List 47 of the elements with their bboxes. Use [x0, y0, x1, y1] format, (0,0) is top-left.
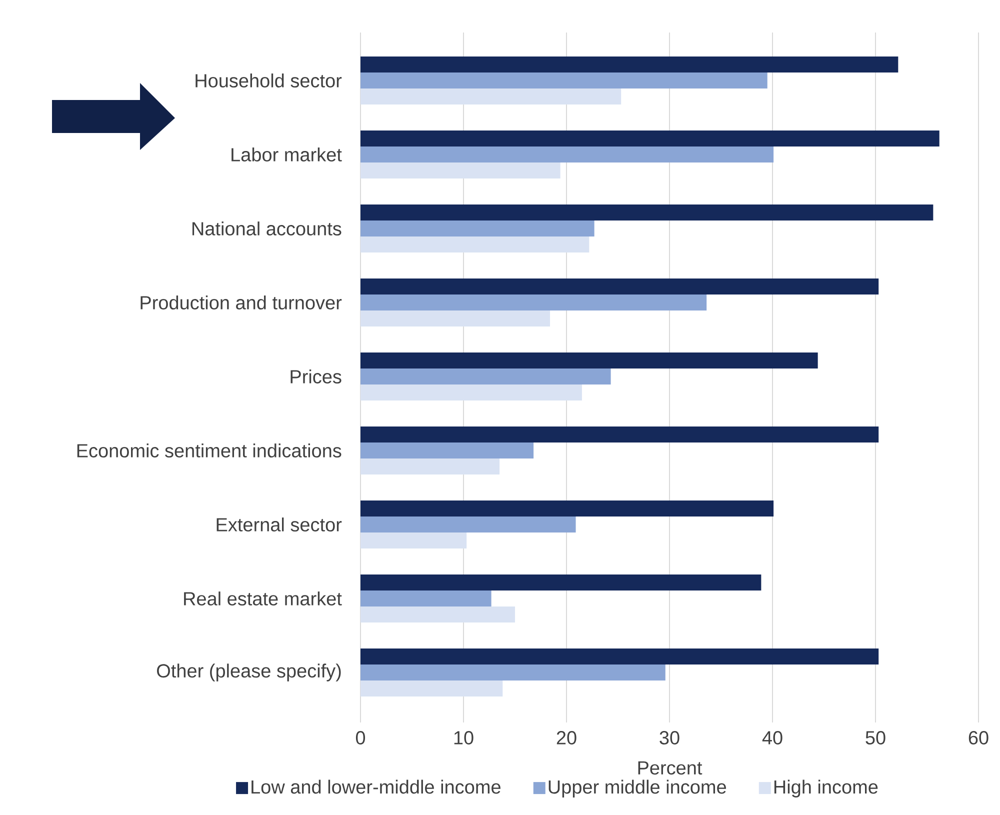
y-tick-label: National accounts: [192, 222, 342, 236]
legend-label: High income: [774, 780, 878, 798]
bar: [360, 458, 500, 474]
bar: [360, 606, 516, 622]
x-axis-title: Percent: [638, 761, 702, 775]
y-tick-label: Prices: [290, 370, 342, 384]
x-tick-label: 20: [556, 731, 576, 744]
x-tick-label: 0: [356, 731, 366, 744]
x-tick-label: 30: [660, 731, 680, 744]
bar: [360, 72, 768, 88]
bar: [360, 130, 940, 146]
bar: [360, 278, 879, 294]
x-tick-label: 10: [454, 731, 474, 744]
bar: [360, 352, 818, 368]
bar: [360, 368, 611, 384]
bar: [360, 310, 550, 326]
bar: [360, 56, 898, 72]
x-tick-label: 60: [968, 731, 988, 744]
bar: [360, 574, 762, 590]
bar: [360, 442, 534, 458]
y-tick-label: Other (please specify): [157, 664, 341, 682]
bar: [360, 664, 666, 680]
bar: [360, 426, 879, 442]
bar: [360, 384, 582, 400]
legend-label: Low and lower-middle income: [252, 780, 500, 794]
bar: [360, 88, 622, 104]
bar: [360, 680, 503, 696]
bar: [360, 204, 934, 220]
bar: [360, 162, 560, 178]
x-tick-label: 50: [866, 731, 886, 744]
legend-label: Upper middle income: [548, 780, 726, 798]
bar: [360, 516, 576, 532]
bar: [360, 500, 774, 516]
bar: [360, 146, 774, 162]
y-tick-label: Real estate market: [184, 592, 342, 606]
bar: [360, 294, 707, 310]
x-tick-label: 40: [762, 731, 782, 744]
bar: [360, 532, 467, 548]
bar: [360, 236, 590, 252]
bar: [360, 648, 879, 664]
bar: [360, 590, 492, 606]
y-tick-label: Economic sentiment indications: [77, 444, 342, 458]
bar: [360, 220, 594, 236]
y-tick-label: Production and turnover: [140, 296, 342, 310]
y-tick-label: Labor market: [232, 148, 342, 162]
y-tick-label: External sector: [216, 518, 342, 532]
y-tick-label: Household sector: [196, 74, 342, 88]
